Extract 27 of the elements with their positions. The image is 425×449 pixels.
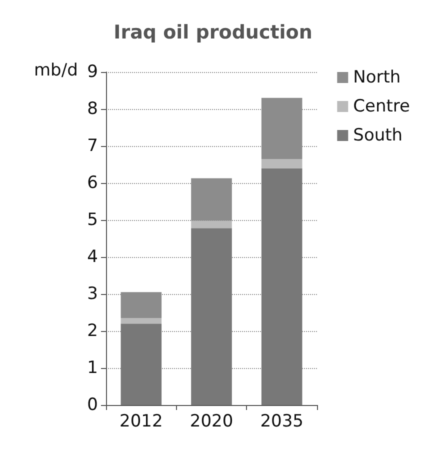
legend-label: North <box>353 68 401 88</box>
y-tick-label: 1 <box>87 358 98 378</box>
bar <box>120 318 162 324</box>
y-axis-title: mb/d <box>34 60 78 80</box>
bar <box>191 178 232 221</box>
legend-label: South <box>353 126 403 146</box>
x-tick-label: 2035 <box>260 412 304 432</box>
y-tick-label: 0 <box>87 395 98 415</box>
bar <box>261 168 302 405</box>
bar <box>261 98 302 159</box>
y-tick-label: 6 <box>87 173 98 193</box>
y-tick-label: 4 <box>87 247 98 267</box>
x-tick-label: 2012 <box>120 412 163 432</box>
bar <box>261 158 302 168</box>
y-tick-label: 2 <box>87 321 98 341</box>
y-tick-label: 3 <box>87 284 98 304</box>
y-tick-label: 9 <box>87 62 98 82</box>
bar <box>120 292 162 318</box>
x-tick-label: 2020 <box>190 412 234 432</box>
bar <box>191 228 232 405</box>
y-tick-label: 8 <box>87 99 98 119</box>
bar <box>120 324 162 405</box>
chart-title: Iraq oil production <box>114 22 312 44</box>
y-tick-label: 5 <box>87 210 98 230</box>
bar <box>191 220 232 228</box>
legend-label: Centre <box>353 96 410 116</box>
y-tick-label: 7 <box>87 136 98 156</box>
